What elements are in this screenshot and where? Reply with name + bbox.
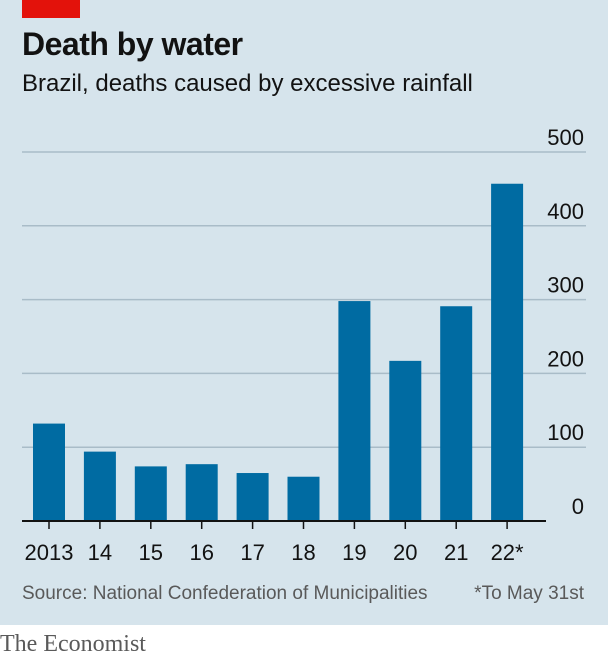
x-tick-label: 16 — [189, 540, 213, 565]
bar — [440, 306, 473, 521]
x-tick-label: 20 — [393, 540, 417, 565]
y-tick-label: 500 — [547, 125, 584, 150]
x-tick-label: 18 — [291, 540, 315, 565]
x-tick-label: 17 — [240, 540, 264, 565]
publisher-brand: The Economist — [0, 631, 146, 657]
source-note: Source: National Confederation of Munici… — [22, 583, 428, 604]
bar — [134, 466, 167, 521]
x-tick-label: 2013 — [25, 540, 74, 565]
bar — [491, 183, 524, 521]
chart-subtitle: Brazil, deaths caused by excessive rainf… — [22, 70, 473, 97]
bar — [287, 476, 320, 521]
x-tick-label: 21 — [444, 540, 468, 565]
x-tick-label: 22* — [491, 540, 524, 565]
bar — [338, 301, 371, 521]
x-tick-label: 19 — [342, 540, 366, 565]
y-tick-label: 0 — [572, 494, 584, 519]
brand-red-tag — [22, 0, 80, 18]
bar — [236, 473, 269, 521]
x-tick-label: 15 — [139, 540, 163, 565]
y-tick-label: 100 — [547, 420, 584, 445]
y-tick-label: 400 — [547, 199, 584, 224]
bar — [83, 451, 116, 521]
bar — [33, 423, 65, 521]
bar — [389, 360, 422, 521]
bar-chart: 0 100 200 300 400 500 2013 14 15 16 17 18 19 20 21 22* — [22, 125, 586, 565]
y-tick-label: 300 — [547, 273, 584, 298]
bar — [185, 464, 218, 521]
x-tick-label: 14 — [88, 540, 112, 565]
footnote: *To May 31st — [474, 583, 584, 604]
y-tick-label: 200 — [547, 346, 584, 371]
chart-title: Death by water — [22, 26, 243, 62]
